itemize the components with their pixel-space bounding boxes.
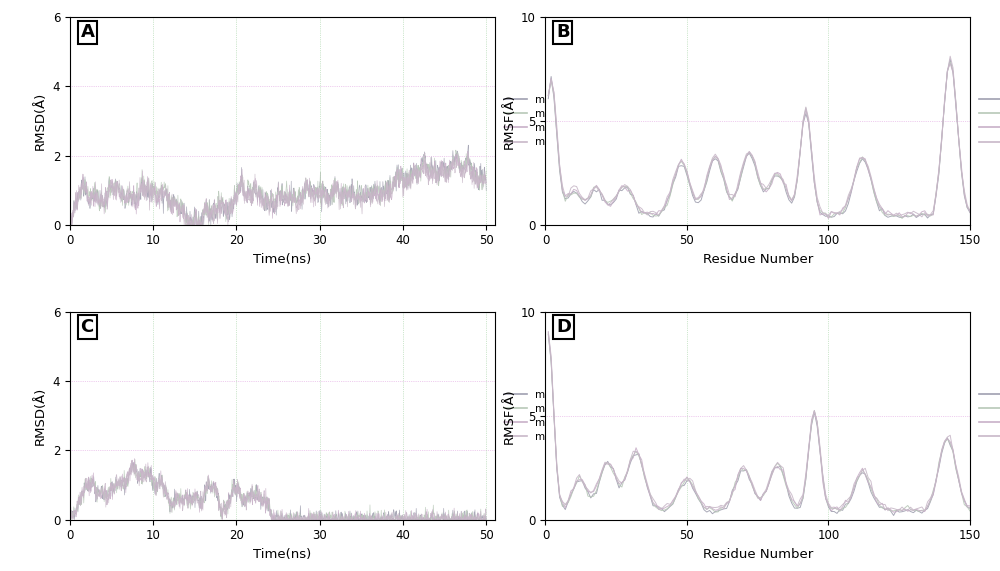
Text: A: A bbox=[81, 23, 94, 41]
X-axis label: Residue Number: Residue Number bbox=[703, 253, 813, 266]
Y-axis label: RMSF(Å): RMSF(Å) bbox=[502, 93, 515, 149]
X-axis label: Time(ns): Time(ns) bbox=[253, 548, 311, 561]
Y-axis label: RMSD(Å): RMSD(Å) bbox=[34, 92, 47, 150]
Text: D: D bbox=[556, 318, 571, 336]
Legend: md1, md2, md3, md4: md1, md2, md3, md4 bbox=[979, 95, 1000, 147]
Legend: md1, md2, md3, md4: md1, md2, md3, md4 bbox=[504, 389, 559, 442]
Y-axis label: RMSF(Å): RMSF(Å) bbox=[502, 388, 515, 444]
Text: B: B bbox=[556, 23, 570, 41]
X-axis label: Time(ns): Time(ns) bbox=[253, 253, 311, 266]
X-axis label: Residue Number: Residue Number bbox=[703, 548, 813, 561]
Y-axis label: RMSD(Å): RMSD(Å) bbox=[34, 387, 47, 445]
Legend: md1, md2, md3, md4: md1, md2, md3, md4 bbox=[979, 389, 1000, 442]
Legend: md1, md2, md3, md4: md1, md2, md3, md4 bbox=[504, 95, 559, 147]
Text: C: C bbox=[81, 318, 94, 336]
